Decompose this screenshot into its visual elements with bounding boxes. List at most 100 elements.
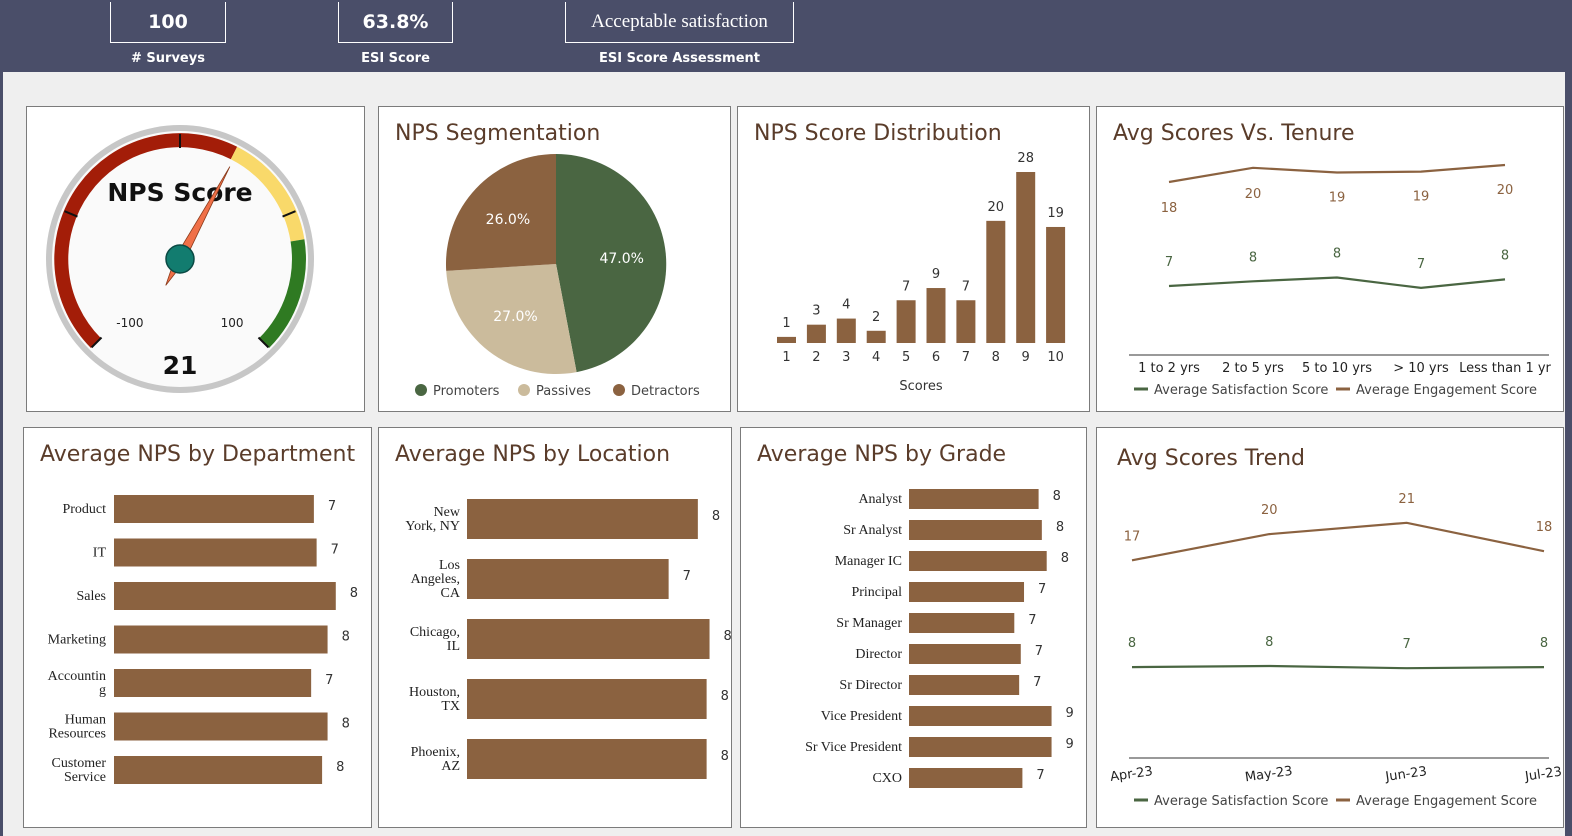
distribution-bar [986,220,1006,343]
hbar-value-label: 7 [683,569,691,584]
hbar-bar [467,739,707,779]
hbar-bar [909,489,1039,509]
pie-slice-label: 47.0% [599,251,643,267]
surveys-kpi-box: 100 [110,2,226,43]
nps-gauge-chart: NPS Score -100 100 21 [46,125,314,393]
hbar-value-label: 8 [336,760,344,775]
hbar-value-label: 7 [328,499,336,514]
gauge-needle-hub [165,244,195,274]
hbar-category-label: Product [62,502,106,517]
line-series-engagement [1168,163,1506,184]
gauge-band-red [54,133,238,349]
distribution-bar-label: 28 [1017,151,1034,166]
line-tick-label: Jun-23 [1384,764,1428,785]
hbar-category-label: Sr Analyst [843,523,902,538]
line-tick-label: 5 to 10 yrs [1302,361,1372,376]
line-series-satisfaction [1131,664,1545,670]
line-point-label: 21 [1398,492,1415,507]
hbar-bar [114,582,336,610]
distribution-tick-label: 5 [902,350,910,365]
hbar-category-label: AZ [441,759,460,774]
scores-trend-panel: Avg Scores Trend 8 8 7 8 17 20 21 18 Apr-23 May-2… [1096,427,1564,828]
hbar-bar [467,499,698,539]
line-series-satisfaction [1168,276,1506,290]
hbar-category-label: Analyst [858,492,902,507]
distribution-bar-label: 9 [932,267,940,282]
hbar-category-label: Marketing [48,633,106,648]
hbar-bar [114,625,328,654]
line-point-label: 8 [1540,636,1548,651]
gauge-tick [90,336,103,349]
distribution-bar-label: 19 [1047,206,1064,221]
nps-distribution-panel: NPS Score Distribution 1 1 3 2 4 3 2 4 7 5 9 6 7 7 20 8… [737,106,1090,412]
line-tick-label: Apr-23 [1109,764,1154,785]
nps-by-grade-panel: Average NPS by Grade 8 Analyst 8 Sr Analyst… [740,427,1087,828]
hbar-value-label: 8 [721,689,729,704]
line-legend-label: Average Engagement Score [1356,794,1537,809]
pie-legend-marker [415,384,427,396]
pie-slice-detractors [445,154,556,271]
hbar-category-label: Accountin [48,669,106,684]
nps-by-grade-title: Average NPS by Grade [757,442,1007,467]
hbar-category-label: Customer [52,756,107,771]
line-point-label: 19 [1329,191,1346,206]
distribution-bar [866,330,886,343]
distribution-bar [806,324,826,343]
distribution-tick-label: 10 [1047,350,1064,365]
hbar-bar [909,737,1052,757]
nps-distribution-chart: 1 1 3 2 4 3 2 4 7 5 9 6 7 7 20 8 28 9 19 10 Scores [777,151,1066,394]
pie-slice-promoters [556,153,667,373]
hbar-bar [909,768,1023,788]
gauge-band-green [259,239,306,349]
line-point-label: 8 [1128,636,1136,651]
line-point-label: 8 [1501,248,1509,263]
distribution-tick-label: 7 [962,350,970,365]
hbar-bar [467,679,707,719]
hbar-value-label: 8 [342,630,350,645]
line-point-label: 18 [1536,520,1553,535]
hbar-value-label: 7 [331,543,339,558]
line-tick-label: Less than 1 yr [1459,361,1551,376]
line-point-label: 18 [1161,201,1178,216]
gauge-tick [257,336,270,349]
distribution-tick-label: 9 [1022,350,1030,365]
hbar-category-label: Sr Manager [836,616,902,631]
hbar-category-label: Los [439,558,460,573]
line-point-label: 7 [1417,257,1425,272]
pie-slice-label: 26.0% [486,212,530,228]
assessment-label: ESI Score Assessment [598,51,761,66]
hbar-bar [114,538,317,567]
nps-segmentation-title: NPS Segmentation [395,121,601,146]
nps-by-location-title: Average NPS by Location [395,442,671,467]
gauge-title: NPS Score [107,178,252,207]
hbar-bar [909,582,1025,602]
line-point-label: 7 [1403,637,1411,652]
nps-gauge-panel: NPS Score -100 100 21 [26,106,365,412]
distribution-tick-label: 6 [932,350,940,365]
nps-distribution-title: NPS Score Distribution [754,121,1002,146]
hbar-category-label: Human [65,713,106,728]
distribution-bar [777,336,796,343]
line-legend-label: Average Engagement Score [1356,383,1537,398]
distribution-bar [1046,226,1066,343]
gauge-band-yellow [230,146,305,242]
hbar-category-label: New [434,505,461,520]
hbar-category-label: Service [64,770,106,785]
hbar-category-label: Houston, [409,685,460,700]
distribution-tick-label: 4 [872,350,880,365]
hbar-category-label: Angeles, [411,572,460,587]
hbar-bar [467,559,669,599]
distribution-tick-label: 2 [812,350,820,365]
hbar-category-label: CXO [872,771,902,786]
pie-slice-label: 27.0% [493,309,537,325]
hbar-category-label: Sales [76,589,106,604]
hbar-value-label: 8 [1053,489,1061,504]
hbar-category-label: Phoenix, [411,745,460,760]
scores-vs-tenure-title: Avg Scores Vs. Tenure [1113,121,1355,146]
hbar-bar [114,495,314,523]
esi-label: ESI Score [361,51,430,66]
kpi-header: 100 # Surveys 63.8% ESI Score Acceptable… [0,0,1572,72]
hbar-category-label: Principal [851,585,902,600]
distribution-bar-label: 1 [782,316,790,331]
